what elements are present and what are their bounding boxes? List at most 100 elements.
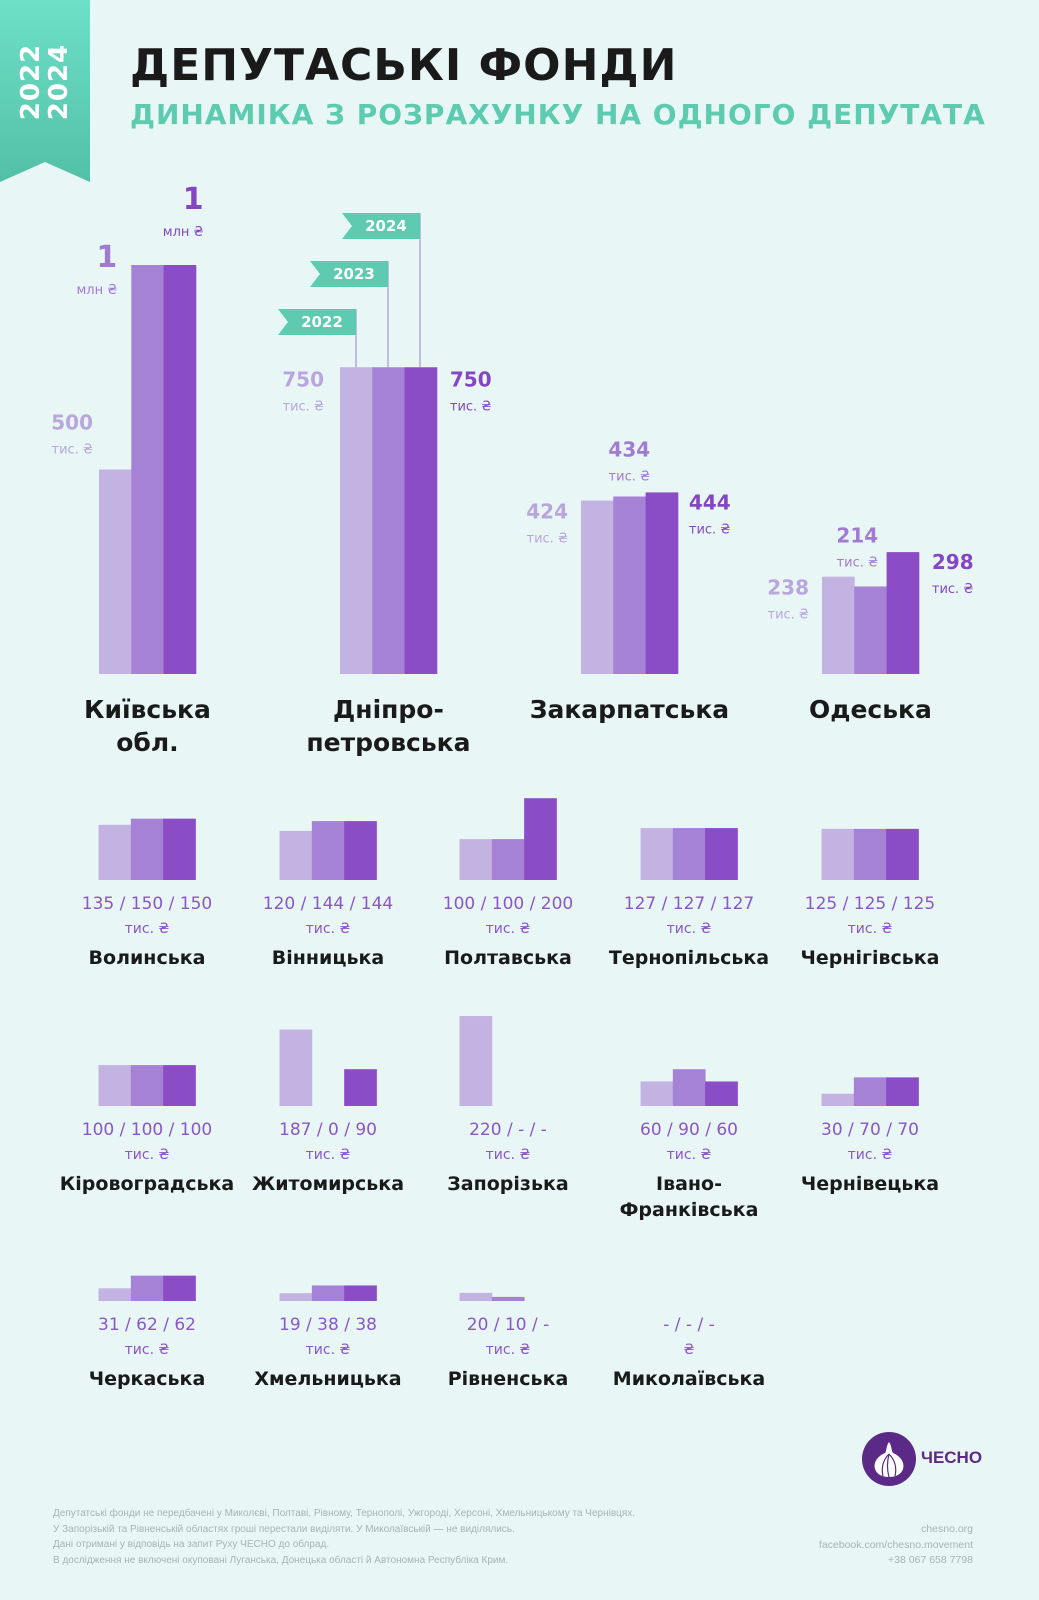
bar-2024 [344, 1285, 377, 1301]
bar-2024 [344, 821, 377, 880]
unit-label: тис. ₴ [768, 608, 810, 623]
unit-label: тис. ₴ [932, 582, 974, 597]
region-name: Дніпро- [333, 695, 444, 724]
values-label: 120 / 144 / 144 [263, 894, 393, 914]
region-name: Закарпатська [530, 695, 729, 724]
values-label: 19 / 38 / 38 [279, 1315, 377, 1335]
value-label: 500 [51, 411, 93, 435]
phone-number: +38 067 658 7798 [888, 1554, 973, 1566]
values-label: 127 / 127 / 127 [624, 894, 754, 914]
bar-2023 [372, 367, 405, 674]
page-subtitle: ДИНАМІКА З РОЗРАХУНКУ НА ОДНОГО ДЕПУТАТА [130, 98, 986, 131]
bar-2022 [640, 1081, 674, 1106]
region-name: Рівненська [448, 1368, 569, 1390]
region-name: Чернігівська [801, 947, 940, 969]
footer-note: У Запорізькій та Рівненській областях гр… [53, 1523, 515, 1535]
bar-2022 [279, 1293, 313, 1301]
values-label: 60 / 90 / 60 [640, 1120, 738, 1140]
values-label: - / - / - [663, 1315, 714, 1335]
unit-label: тис. ₴ [667, 921, 712, 937]
bar-2022 [98, 824, 132, 880]
bar-2022 [459, 1016, 493, 1106]
unit-label: тис. ₴ [125, 1147, 170, 1163]
bar-2023 [130, 1065, 164, 1106]
years-ribbon [0, 0, 90, 182]
chesno-logo-text: ЧЕСНО [921, 1448, 983, 1467]
bar-2024 [705, 828, 738, 880]
value-label: 434 [608, 437, 650, 461]
values-label: 187 / 0 / 90 [279, 1120, 377, 1140]
region-name: Івано- [656, 1173, 722, 1195]
unit-label: тис. ₴ [450, 399, 492, 414]
bar-2023 [311, 1285, 345, 1301]
value-label: 238 [767, 576, 809, 600]
bar-2023 [131, 265, 164, 674]
bar-2024 [163, 265, 197, 674]
unit-label: тис. ₴ [689, 522, 731, 537]
bar-2023 [672, 1069, 706, 1106]
unit-label: тис. ₴ [486, 1342, 531, 1358]
bar-2024 [163, 1065, 196, 1106]
bar-2024 [645, 492, 679, 674]
chesno-logo-icon [862, 1432, 916, 1486]
bar-2024 [344, 1069, 377, 1106]
bar-2024 [886, 828, 919, 880]
unit-label: тис. ₴ [527, 532, 569, 547]
values-label: 125 / 125 / 125 [805, 894, 935, 914]
garlic-icon [874, 1442, 904, 1478]
region-name: Полтавська [444, 947, 572, 969]
value-label: 750 [282, 367, 324, 391]
facebook-link[interactable]: facebook.com/chesno.movement [818, 1538, 973, 1551]
unit-label: тис. ₴ [283, 399, 325, 414]
unit-label: ₴ [684, 1342, 695, 1358]
unit-label: тис. ₴ [125, 1342, 170, 1358]
region-name: Чернівецька [801, 1173, 939, 1195]
unit-label: млн ₴ [76, 283, 117, 298]
bar-2024 [886, 1077, 919, 1106]
region-name: Миколаївська [613, 1368, 765, 1390]
year-flag-2023 [310, 261, 388, 287]
unit-label: млн ₴ [163, 225, 204, 240]
bar-2024 [705, 1081, 738, 1106]
footer-contacts: chesno.org facebook.com/chesno.movement … [819, 1522, 973, 1569]
legend-year-label: 2023 [333, 265, 375, 283]
bar-2023 [613, 496, 646, 674]
region-name: Хмельницька [254, 1368, 401, 1390]
value-label: 298 [932, 550, 974, 574]
unit-label: тис. ₴ [125, 921, 170, 937]
region-name: Черкаська [89, 1368, 206, 1390]
bar-2022 [279, 1029, 313, 1106]
bar-2022 [459, 839, 493, 880]
bar-2022 [340, 367, 373, 674]
region-name: Франківська [620, 1199, 759, 1221]
unit-label: тис. ₴ [306, 921, 351, 937]
bar-2024 [163, 1275, 196, 1301]
bar-2022 [98, 1288, 132, 1301]
bar-2024 [163, 818, 196, 880]
bar-2023 [672, 828, 706, 880]
unit-label: тис. ₴ [837, 555, 879, 570]
unit-label: тис. ₴ [667, 1147, 712, 1163]
region-name: Запорізька [447, 1173, 568, 1195]
unit-label: тис. ₴ [848, 1147, 893, 1163]
bar-2023 [311, 821, 345, 880]
values-label: 31 / 62 / 62 [98, 1315, 196, 1335]
region-name: Волинська [89, 947, 206, 969]
bar-2023 [854, 586, 887, 674]
bar-2022 [640, 828, 674, 880]
bar-2023 [491, 1296, 525, 1301]
values-label: 30 / 70 / 70 [821, 1120, 919, 1140]
footer-note: В дослідження не включені окуповані Луга… [53, 1554, 509, 1566]
page-title: ДЕПУТАСЬКІ ФОНДИ [130, 40, 678, 91]
values-label: 100 / 100 / 100 [82, 1120, 212, 1140]
values-label: 135 / 150 / 150 [82, 894, 212, 914]
bar-2023 [491, 839, 525, 880]
website-link[interactable]: chesno.org [921, 1523, 973, 1535]
value-label: 1 [96, 240, 117, 275]
unit-label: тис. ₴ [306, 1147, 351, 1163]
region-name: Одеська [809, 695, 932, 724]
footer-note: Дані отримані у відповідь на запит Руху … [53, 1539, 330, 1550]
bar-2022 [821, 828, 855, 880]
unit-label: тис. ₴ [609, 469, 651, 484]
